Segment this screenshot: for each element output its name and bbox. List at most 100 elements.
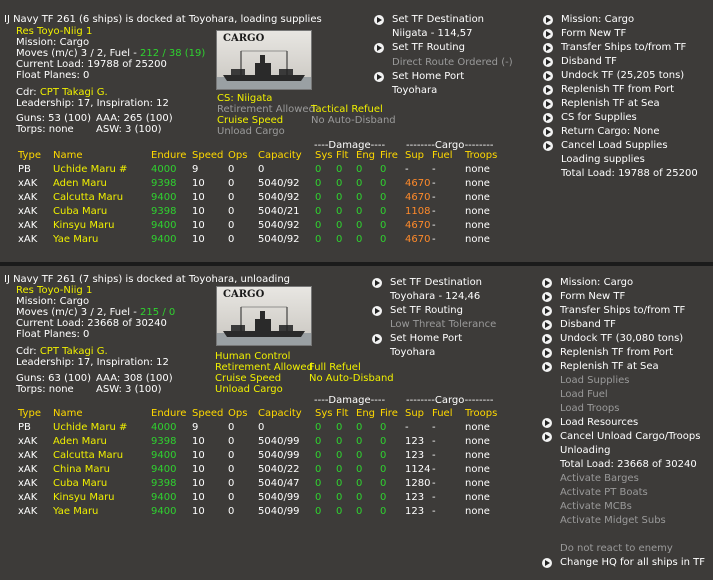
menu-change-hq-for-all-ships-in-tf[interactable]: Change HQ for all ships in TF: [560, 557, 706, 568]
ship-name-link[interactable]: Kinsyu Maru: [53, 492, 115, 503]
menu-set-tf-routing[interactable]: Set TF Routing: [392, 42, 465, 54]
arrow-right-icon[interactable]: [543, 57, 553, 67]
column-header-capacity[interactable]: Capacity: [258, 408, 302, 419]
arrow-right-icon[interactable]: [542, 362, 552, 372]
column-header-speed[interactable]: Speed: [192, 408, 224, 419]
arrow-right-icon[interactable]: [543, 141, 553, 151]
column-header-name[interactable]: Name: [53, 150, 83, 161]
menu-disband-tf[interactable]: Disband TF: [560, 319, 616, 330]
menu-set-tf-destination[interactable]: Set TF Destination: [392, 14, 485, 25]
column-header-ops[interactable]: Ops: [228, 150, 248, 161]
arrow-right-icon[interactable]: [542, 292, 552, 302]
column-header-eng[interactable]: Eng: [356, 408, 376, 419]
column-header-type[interactable]: Type: [18, 408, 41, 419]
column-header-type[interactable]: Type: [18, 150, 41, 161]
arrow-right-icon[interactable]: [374, 71, 384, 82]
column-header-troops[interactable]: Troops: [465, 150, 498, 161]
menu-undock-tf-30-080-tons[interactable]: Undock TF (30,080 tons): [560, 333, 684, 344]
unload-cargo[interactable]: Unload Cargo: [217, 126, 285, 137]
column-header-sup[interactable]: Sup: [405, 150, 425, 161]
column-header-eng[interactable]: Eng: [356, 150, 376, 161]
arrow-right-icon[interactable]: [542, 432, 552, 442]
arrow-right-icon[interactable]: [543, 71, 553, 81]
arrow-right-icon[interactable]: [374, 43, 384, 54]
menu-load-resources[interactable]: Load Resources: [560, 417, 639, 428]
retirement-allowed[interactable]: Retirement Allowed: [217, 104, 315, 115]
ship-name-link[interactable]: Calcutta Maru: [53, 192, 124, 203]
commander-link[interactable]: CPT Takagi G.: [39, 346, 108, 357]
menu-replenish-tf-at-sea[interactable]: Replenish TF at Sea: [561, 98, 660, 109]
arrow-right-icon[interactable]: [543, 99, 553, 109]
auto-disband[interactable]: No Auto-Disband: [309, 373, 394, 384]
menu-replenish-tf-from-port[interactable]: Replenish TF from Port: [560, 347, 674, 358]
arrow-right-icon[interactable]: [543, 43, 553, 53]
arrow-right-icon[interactable]: [372, 278, 382, 288]
menu-transfer-ships-to-from-tf[interactable]: Transfer Ships to/from TF: [560, 305, 686, 316]
column-header-ops[interactable]: Ops: [228, 408, 248, 419]
arrow-right-icon[interactable]: [542, 278, 552, 288]
menu-disband-tf[interactable]: Disband TF: [561, 56, 617, 67]
arrow-right-icon[interactable]: [543, 127, 553, 137]
ship-name-link[interactable]: Aden Maru: [53, 178, 107, 189]
unload-cargo[interactable]: Unload Cargo: [215, 384, 283, 395]
arrow-right-icon[interactable]: [543, 29, 553, 39]
menu-transfer-ships-to-from-tf[interactable]: Transfer Ships to/from TF: [561, 42, 687, 53]
menu-cancel-unload-cargo-troops[interactable]: Cancel Unload Cargo/Troops: [560, 431, 701, 442]
column-header-fuel[interactable]: Fuel: [432, 408, 453, 419]
ship-name-link[interactable]: Yae Maru: [53, 506, 99, 517]
tf-cs[interactable]: CS: Niigata: [217, 93, 273, 104]
full-refuel[interactable]: Full Refuel: [309, 362, 361, 373]
arrow-right-icon[interactable]: [372, 306, 382, 316]
column-header-sup[interactable]: Sup: [405, 408, 425, 419]
column-header-sys[interactable]: Sys: [315, 408, 333, 419]
ship-name-link[interactable]: Aden Maru: [53, 436, 107, 447]
ship-name-link[interactable]: Uchide Maru #: [53, 422, 128, 433]
arrow-right-icon[interactable]: [542, 348, 552, 358]
arrow-right-icon[interactable]: [542, 558, 552, 568]
ship-name-link[interactable]: Cuba Maru: [53, 206, 108, 217]
menu-form-new-tf[interactable]: Form New TF: [560, 291, 626, 302]
column-header-fire[interactable]: Fire: [380, 150, 398, 161]
menu-set-home-port[interactable]: Set Home Port: [392, 70, 465, 82]
column-header-endure[interactable]: Endure: [151, 408, 187, 419]
column-header-name[interactable]: Name: [53, 408, 83, 419]
menu-replenish-tf-from-port[interactable]: Replenish TF from Port: [561, 84, 675, 95]
auto-disband[interactable]: No Auto-Disband: [311, 115, 396, 126]
retirement-allowed[interactable]: Retirement Allowed: [215, 362, 313, 373]
arrow-right-icon[interactable]: [542, 418, 552, 428]
menu-mission-cargo[interactable]: Mission: Cargo: [560, 277, 634, 288]
menu-set-tf-routing[interactable]: Set TF Routing: [390, 305, 463, 316]
arrow-right-icon[interactable]: [542, 334, 552, 344]
ship-name-link[interactable]: China Maru: [53, 464, 110, 475]
tf-res-link[interactable]: Res Toyo-Niig 1: [16, 26, 93, 37]
menu-cancel-load-supplies[interactable]: Cancel Load Supplies: [561, 140, 668, 151]
ship-name-link[interactable]: Yae Maru: [53, 234, 99, 245]
tactical-refuel[interactable]: Tactical Refuel: [311, 104, 383, 115]
column-header-flt[interactable]: Flt: [336, 150, 349, 161]
arrow-right-icon[interactable]: [543, 15, 553, 25]
menu-set-home-port[interactable]: Set Home Port: [390, 333, 463, 344]
ship-name-link[interactable]: Kinsyu Maru: [53, 220, 115, 231]
ship-name-link[interactable]: Uchide Maru #: [53, 164, 128, 175]
ship-name-link[interactable]: Calcutta Maru: [53, 450, 124, 461]
column-header-sys[interactable]: Sys: [315, 150, 333, 161]
cruise-speed[interactable]: Cruise Speed: [215, 373, 282, 384]
menu-form-new-tf[interactable]: Form New TF: [561, 28, 627, 39]
menu-return-cargo-none[interactable]: Return Cargo: None: [561, 126, 660, 137]
arrow-right-icon[interactable]: [543, 113, 553, 123]
column-header-flt[interactable]: Flt: [336, 408, 349, 419]
column-header-troops[interactable]: Troops: [465, 408, 498, 419]
menu-cs-for-supplies[interactable]: CS for Supplies: [561, 112, 637, 123]
arrow-right-icon[interactable]: [372, 334, 382, 344]
column-header-fire[interactable]: Fire: [380, 408, 398, 419]
cruise-speed[interactable]: Cruise Speed: [217, 115, 284, 126]
column-header-endure[interactable]: Endure: [151, 150, 187, 161]
menu-undock-tf-25-205-tons[interactable]: Undock TF (25,205 tons): [561, 70, 685, 81]
commander-link[interactable]: CPT Takagi G.: [39, 87, 108, 98]
menu-set-tf-destination[interactable]: Set TF Destination: [390, 277, 483, 288]
column-header-capacity[interactable]: Capacity: [258, 150, 302, 161]
column-header-fuel[interactable]: Fuel: [432, 150, 453, 161]
arrow-right-icon[interactable]: [542, 306, 552, 316]
arrow-right-icon[interactable]: [543, 85, 553, 95]
menu-replenish-tf-at-sea[interactable]: Replenish TF at Sea: [560, 361, 659, 372]
